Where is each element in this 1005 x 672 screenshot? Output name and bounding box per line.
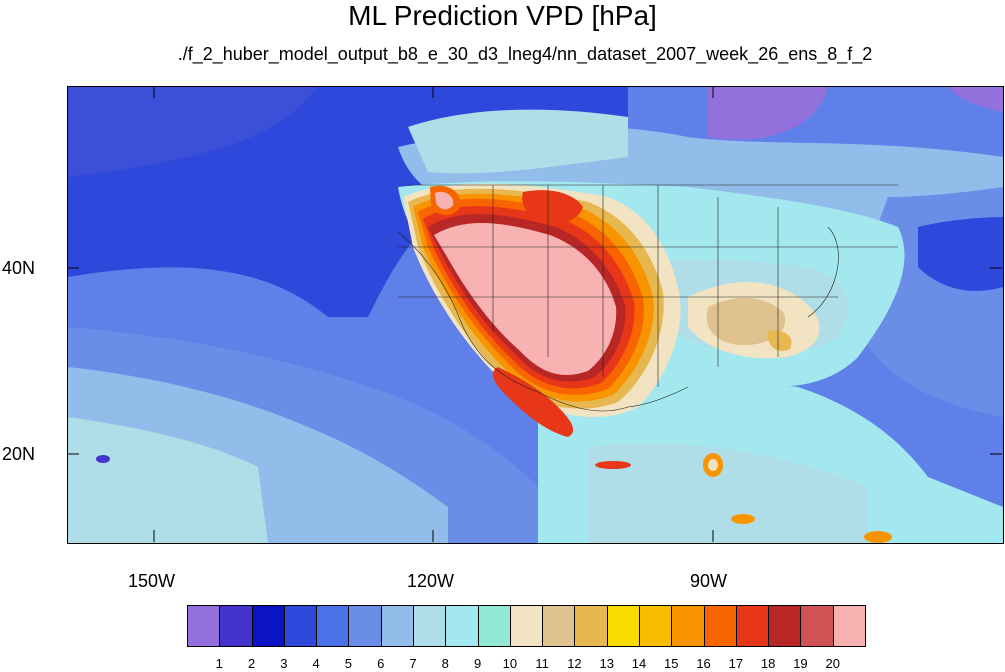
colorbar-tick-label: 9	[473, 656, 482, 671]
lat-label-20n: 20N	[2, 444, 36, 464]
colorbar-swatch	[735, 605, 770, 647]
colorbar-swatch	[219, 605, 253, 647]
colorbar-swatch	[574, 605, 608, 647]
colorbar-swatch	[800, 605, 834, 647]
colorbar-tick-label: 20	[825, 656, 840, 671]
colorbar-tick-label: 6	[377, 656, 385, 671]
colorbar-swatch	[251, 605, 285, 647]
colorbar-tick-label: 8	[441, 656, 449, 671]
southeast-hot-spot	[767, 330, 792, 352]
mexico-coast-spot	[595, 461, 631, 469]
colorbar-swatch	[477, 605, 511, 647]
map-plot	[67, 86, 1004, 544]
canada-light	[408, 109, 628, 174]
rockies-dry-patch	[522, 190, 583, 224]
colorbar-tick-label: 5	[344, 656, 353, 671]
south-america-spot	[864, 531, 892, 543]
colorbar-swatch	[703, 605, 737, 647]
political-boundaries	[397, 184, 898, 412]
ocean-very-low-north	[68, 87, 318, 177]
colorbar-swatch	[671, 605, 705, 647]
colorbar-tick-label: 15	[664, 656, 679, 671]
colorbar-swatch	[413, 605, 447, 647]
lon-label-150w: 150W	[128, 571, 176, 591]
yucatan-warm-core	[708, 459, 718, 471]
lon-label-120w: 120W	[407, 571, 455, 591]
hudson-low	[708, 87, 828, 140]
chart-subtitle: ./f_2_huber_model_output_b8_e_30_d3_lneg…	[177, 44, 873, 64]
colorbar-tick-label: 18	[760, 656, 776, 671]
colorbar-swatch	[283, 605, 318, 647]
colorbar-tick-label: 12	[567, 656, 582, 671]
chart-title: ML Prediction VPD [hPa]	[348, 0, 657, 31]
colorbar-tick-label: 14	[631, 656, 647, 671]
colorbar-tick-label: 11	[535, 656, 549, 671]
arctic-low	[948, 87, 1003, 112]
colorbar-swatch	[445, 605, 479, 647]
colorbar-swatch	[380, 605, 414, 647]
atlantic-low	[918, 217, 1003, 291]
colorbar-swatch	[832, 605, 866, 647]
colorbar-tick-label: 4	[312, 656, 320, 671]
vpd-field-map	[68, 87, 1003, 543]
colorbar-tick-label: 17	[728, 656, 744, 671]
southeast-warm	[706, 297, 786, 346]
hawaii-islands	[96, 455, 110, 463]
colorbar-tick-label: 2	[247, 656, 256, 671]
colorbar-tick-label: 3	[280, 656, 288, 671]
colorbar-swatch	[316, 605, 350, 647]
colorbar-tick-label: 16	[696, 656, 711, 671]
colorbar-swatch	[348, 605, 382, 647]
northwest-dry-core	[435, 191, 454, 210]
central-america-spot	[731, 514, 755, 524]
colorbar-swatch	[187, 605, 221, 647]
colorbar-swatch	[639, 605, 673, 647]
colorbar-swatch	[606, 605, 640, 647]
colorbar-swatch	[509, 605, 544, 647]
ocean-lighter-south	[68, 417, 268, 543]
west-dry-core	[434, 222, 617, 375]
colorbar-tick-label: 10	[502, 656, 518, 671]
caribbean-south	[588, 443, 868, 543]
lon-label-90w: 90W	[690, 571, 728, 591]
colorbar-tick-label: 13	[599, 656, 614, 671]
colorbar-tick-label: 7	[409, 656, 417, 671]
lat-label-40n: 40N	[2, 258, 36, 278]
colorbar	[187, 605, 866, 647]
colorbar-tick-label: 19	[793, 656, 808, 671]
colorbar-swatch	[768, 605, 802, 647]
mexico-dry	[492, 367, 574, 437]
colorbar-swatch	[542, 605, 576, 647]
colorbar-tick-label: 1	[215, 656, 223, 671]
